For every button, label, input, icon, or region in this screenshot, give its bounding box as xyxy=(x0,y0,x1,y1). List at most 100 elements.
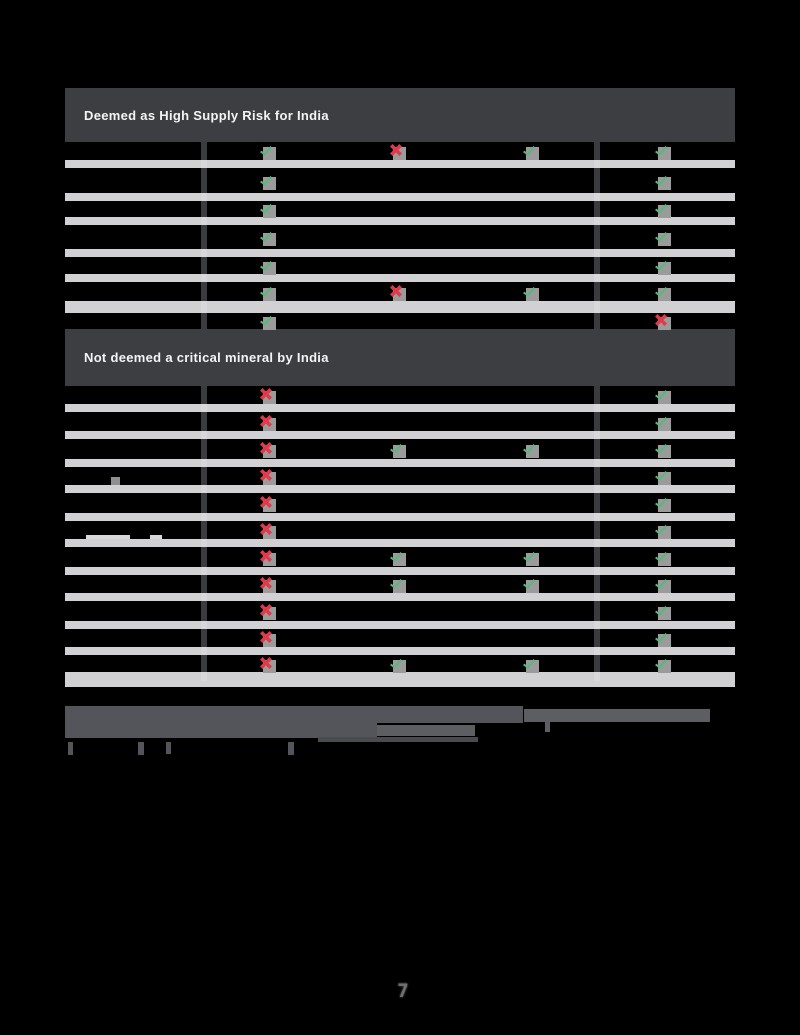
table-cell-icon xyxy=(260,144,276,160)
row-stripe xyxy=(65,459,735,467)
icon-shadow xyxy=(658,233,671,246)
icon-shadow xyxy=(658,472,671,485)
table-cell-icon xyxy=(260,657,276,673)
icon-shadow xyxy=(263,233,276,246)
row-stripe xyxy=(65,274,735,282)
section-header-2: Not deemed a critical mineral by India xyxy=(65,329,735,386)
table-cell-icon xyxy=(655,174,671,190)
footnote-line-1b xyxy=(524,709,710,722)
table-cell-icon xyxy=(390,442,406,458)
table-cell-icon xyxy=(655,657,671,673)
row-stripe xyxy=(65,217,735,225)
footnote-descender xyxy=(288,742,294,755)
icon-shadow xyxy=(263,205,276,218)
row-stripe xyxy=(65,539,735,547)
table-cell-icon xyxy=(523,144,539,160)
row-stripe xyxy=(65,193,735,201)
faint-text-artifact xyxy=(86,535,130,539)
icon-shadow xyxy=(263,317,276,330)
table-cell-icon xyxy=(655,259,671,275)
table-cell-icon xyxy=(390,577,406,593)
table-cell-icon xyxy=(655,230,671,246)
table-cell-icon xyxy=(655,442,671,458)
faint-text-artifact xyxy=(150,535,162,539)
table-cell-icon xyxy=(655,469,671,485)
table-cell-icon xyxy=(655,577,671,593)
icon-shadow xyxy=(658,147,671,160)
table-cell-icon xyxy=(260,259,276,275)
footnote-descender xyxy=(138,742,144,755)
table-cell-icon xyxy=(655,285,671,301)
faint-text-artifact xyxy=(111,477,120,485)
red-cross-icon xyxy=(390,285,402,297)
icon-shadow xyxy=(393,660,406,673)
table-cell-icon xyxy=(260,442,276,458)
row-stripe xyxy=(65,672,735,687)
icon-shadow xyxy=(263,147,276,160)
table-cell-icon xyxy=(523,657,539,673)
icon-shadow xyxy=(658,418,671,431)
table-cell-icon xyxy=(260,496,276,512)
table-cell-icon xyxy=(260,415,276,431)
icon-shadow xyxy=(526,660,539,673)
red-cross-icon xyxy=(260,657,272,669)
footnote-descender xyxy=(68,742,73,755)
red-cross-icon xyxy=(260,550,272,562)
red-cross-icon xyxy=(260,388,272,400)
table-cell-icon xyxy=(260,631,276,647)
table-cell-icon xyxy=(655,523,671,539)
red-cross-icon xyxy=(390,144,402,156)
icon-shadow xyxy=(526,288,539,301)
icon-shadow xyxy=(658,445,671,458)
table-cell-icon xyxy=(655,144,671,160)
red-cross-icon xyxy=(260,631,272,643)
icon-shadow xyxy=(658,391,671,404)
table-cell-icon xyxy=(260,604,276,620)
table-cell-icon xyxy=(655,604,671,620)
icon-shadow xyxy=(393,553,406,566)
row-stripe xyxy=(65,621,735,629)
table-cell-icon xyxy=(390,285,406,301)
column-divider xyxy=(594,142,600,329)
row-stripe xyxy=(65,301,735,313)
icon-shadow xyxy=(393,445,406,458)
red-cross-icon xyxy=(260,523,272,535)
table-cell-icon xyxy=(390,144,406,160)
icon-shadow xyxy=(658,262,671,275)
table-cell-icon xyxy=(260,388,276,404)
table-cell-icon xyxy=(523,577,539,593)
icon-shadow xyxy=(658,580,671,593)
table-cell-icon xyxy=(655,314,671,330)
red-cross-icon xyxy=(655,314,667,326)
row-stripe xyxy=(65,513,735,521)
row-stripe xyxy=(65,431,735,439)
table-cell-icon xyxy=(260,174,276,190)
row-stripe xyxy=(65,593,735,601)
column-divider xyxy=(201,142,207,329)
table-cell-icon xyxy=(260,230,276,246)
icon-shadow xyxy=(658,526,671,539)
table-cell-icon xyxy=(655,202,671,218)
footnote-line-2b xyxy=(377,725,475,736)
table-cell-icon xyxy=(523,550,539,566)
column-divider xyxy=(201,386,207,681)
icon-shadow xyxy=(526,580,539,593)
table-cell-icon xyxy=(260,523,276,539)
icon-shadow xyxy=(526,553,539,566)
icon-shadow xyxy=(658,205,671,218)
icon-shadow xyxy=(658,634,671,647)
table-cell-icon xyxy=(390,550,406,566)
table-cell-icon xyxy=(523,442,539,458)
row-stripe xyxy=(65,160,735,168)
footnote-line-3 xyxy=(318,737,478,742)
table-cell-icon xyxy=(655,631,671,647)
table-cell-icon xyxy=(260,314,276,330)
red-cross-icon xyxy=(260,442,272,454)
icon-shadow xyxy=(263,262,276,275)
icon-shadow xyxy=(393,580,406,593)
icon-shadow xyxy=(263,288,276,301)
page-number: 7 xyxy=(397,980,409,1002)
table-cell-icon xyxy=(655,496,671,512)
row-stripe xyxy=(65,404,735,412)
